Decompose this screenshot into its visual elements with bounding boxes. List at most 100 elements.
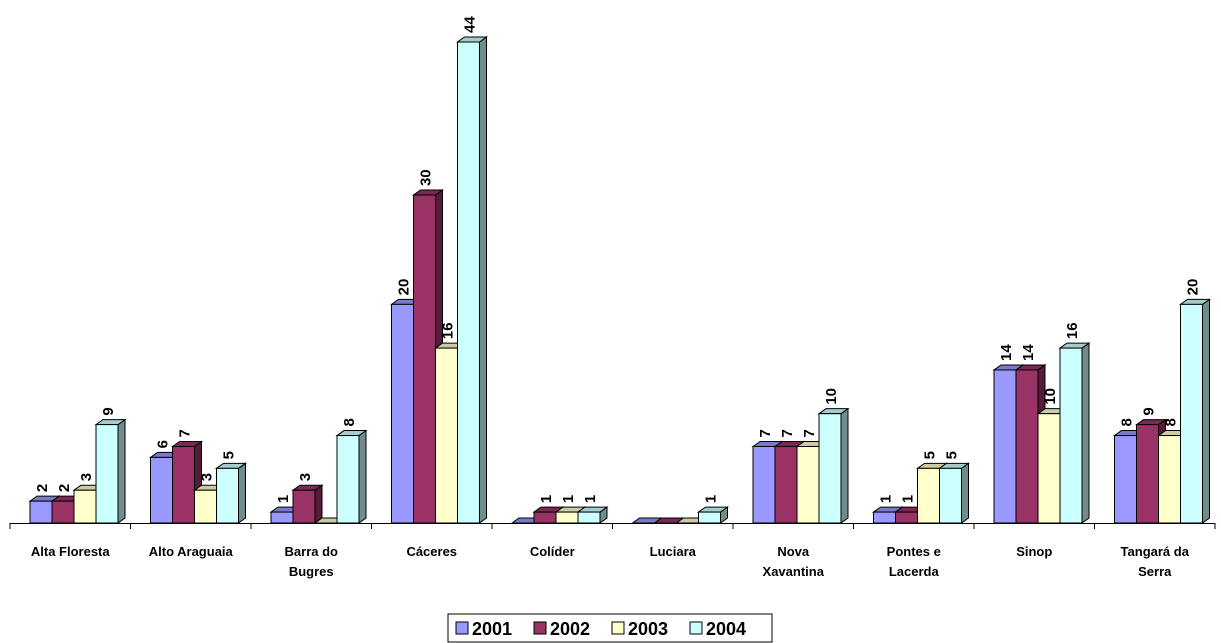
bar-front (1180, 303, 1203, 524)
data-label: 6 (155, 440, 172, 448)
data-label: 8 (341, 418, 358, 426)
bar-front (752, 445, 776, 524)
bar-front (270, 511, 294, 524)
bar-front (391, 303, 414, 524)
category-label: Lacerda (889, 564, 940, 579)
bar-alta-floresta-2004 (94, 418, 127, 524)
bar-front (435, 347, 458, 524)
bar-front (939, 467, 962, 524)
data-label: 8 (1163, 418, 1180, 426)
bar-front (555, 511, 579, 524)
data-label: 5 (922, 451, 939, 459)
data-label: 2 (56, 484, 73, 492)
legend-label-2004: 2004 (706, 619, 746, 639)
bar-front (292, 489, 316, 524)
data-label: 16 (440, 322, 457, 339)
data-label: 3 (297, 473, 314, 481)
legend-swatch-2001 (455, 621, 469, 635)
legend-swatch-2004 (689, 621, 703, 635)
bar-front (336, 435, 360, 524)
data-label: 10 (823, 388, 840, 405)
data-label: 10 (1042, 388, 1059, 405)
category-label: Luciara (650, 544, 697, 559)
data-label: 1 (878, 495, 895, 503)
bar-luciara-2004 (696, 506, 730, 524)
bar-front (95, 424, 119, 524)
legend: 2001 2002 2003 2004 (447, 613, 773, 643)
data-label: 20 (396, 279, 413, 296)
bar-front (698, 511, 721, 524)
legend-label-2002: 2002 (550, 619, 590, 639)
data-label: 3 (78, 473, 95, 481)
category-label: Sinop (1016, 544, 1052, 559)
data-label: 1 (900, 495, 917, 503)
bar-front (150, 456, 173, 524)
bar-front (1037, 413, 1061, 524)
legend-label-2003: 2003 (628, 619, 668, 639)
legend-swatch-2002 (533, 621, 547, 635)
bar-front (1015, 369, 1039, 524)
category-axis: Alta Floresta Alto Araguaia Barra do Bugres… (9, 523, 1216, 579)
data-label: 1 (560, 495, 577, 503)
bar-front (993, 369, 1017, 524)
bar-side (479, 36, 487, 524)
data-label: 1 (582, 495, 599, 503)
bar-side (314, 484, 323, 524)
legend-swatch-2003 (611, 621, 625, 635)
bar-side (117, 418, 126, 524)
bar-side (238, 462, 246, 524)
data-label: 7 (177, 429, 194, 437)
bar-front (774, 445, 798, 524)
data-label: 44 (462, 16, 479, 33)
category-label: Barra do (285, 544, 339, 559)
data-label: 1 (275, 495, 292, 503)
bar-side (961, 462, 969, 524)
category-label: Serra (1138, 564, 1172, 579)
data-label: 20 (1185, 279, 1202, 296)
bar-front (51, 500, 75, 524)
category-label: Alta Floresta (31, 544, 111, 559)
data-label: 5 (221, 451, 238, 459)
data-label: 3 (199, 473, 216, 481)
bar-front (172, 445, 195, 524)
bar-tangara-da-serra-2004 (1178, 298, 1212, 524)
bar-barra-do-bugres-2004 (335, 429, 368, 524)
category-label: Colíder (530, 544, 575, 559)
bar-front (818, 413, 842, 524)
bar-front (29, 500, 53, 524)
legend-label-2001: 2001 (472, 619, 512, 639)
bar-nova-xavantina-2004 (817, 407, 850, 524)
bar-front (917, 467, 940, 524)
bar-front (1158, 435, 1181, 524)
bar-front (73, 489, 97, 524)
bar-barra-do-bugres-2002 (291, 484, 324, 524)
category-label: Pontes e (887, 544, 941, 559)
bar-front (796, 445, 820, 524)
data-label: 2 (34, 484, 51, 492)
data-label: 9 (100, 407, 117, 415)
data-label: 1 (703, 495, 720, 503)
category-label: Tangará da (1121, 544, 1190, 559)
data-label: 8 (1119, 418, 1136, 426)
bar-front (895, 511, 918, 524)
bar-pontes-e-lacerda-2004 (937, 462, 971, 524)
bar-front (413, 194, 436, 524)
data-label: 16 (1064, 322, 1081, 339)
data-label: 30 (418, 169, 435, 186)
category-label: Alto Araguaia (149, 544, 234, 559)
data-label: 5 (944, 451, 961, 459)
bar-front (1059, 347, 1083, 524)
bar-sinop-2004 (1058, 342, 1091, 524)
data-label: 14 (998, 344, 1015, 361)
bar-front (1114, 435, 1137, 524)
data-label: 14 (1020, 344, 1037, 361)
bar-side (1081, 342, 1090, 524)
bar-caceres-2004 (455, 36, 489, 524)
bar-front (577, 511, 601, 524)
data-label: 7 (757, 429, 774, 437)
category-label: Nova (777, 544, 810, 559)
bar-front (1136, 424, 1159, 524)
bar-front (457, 41, 480, 524)
